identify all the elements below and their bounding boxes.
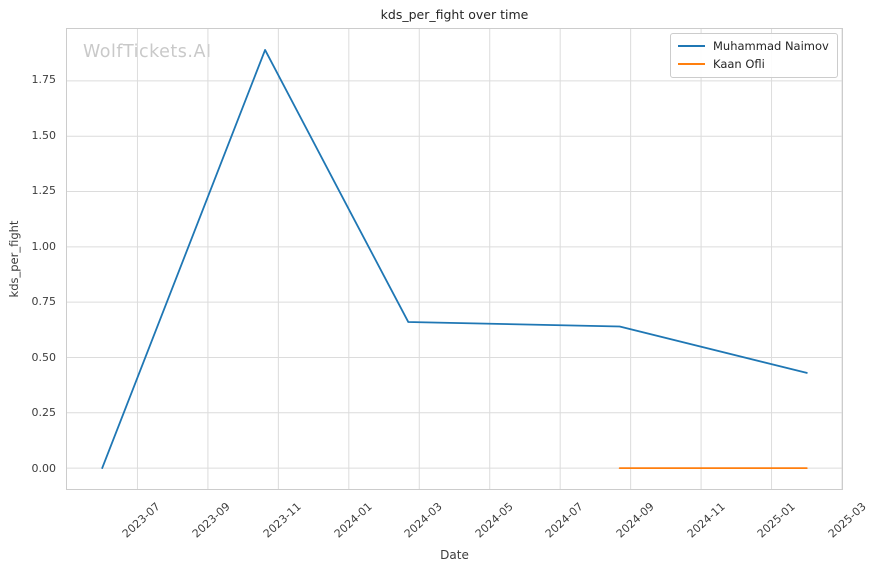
legend: Muhammad Naimov Kaan Ofli [670, 33, 838, 78]
x-tick-label: 2023-07 [119, 500, 163, 541]
x-tick-label: 2024-01 [331, 500, 375, 541]
y-tick-label: 1.50 [31, 128, 57, 142]
plot-canvas [67, 29, 842, 489]
x-tick-label: 2025-03 [825, 500, 869, 541]
y-tick-label: 0.00 [31, 462, 57, 475]
x-tick-label: 2023-11 [260, 500, 304, 541]
x-tick-label: 2025-01 [755, 500, 799, 541]
series-line-muhammad-naimov [101, 49, 808, 469]
legend-label: Muhammad Naimov [713, 39, 829, 53]
x-axis-label: Date [440, 548, 469, 562]
x-tick-label: 2023-09 [190, 500, 233, 541]
y-axis-label: kds_per_fight [7, 220, 21, 298]
x-tick-label: 2024-03 [402, 500, 445, 541]
legend-line-swatch [678, 45, 705, 47]
y-tick-label: 0.25 [31, 406, 57, 420]
x-tick-label: 2024-07 [543, 500, 587, 541]
watermark: WolfTickets.AI [83, 42, 212, 62]
legend-line-swatch [678, 63, 705, 65]
x-tick-label: 2024-11 [684, 500, 728, 541]
y-tick-label: 0.50 [31, 350, 57, 364]
legend-item: Muhammad Naimov [678, 37, 830, 55]
y-tick-label: 1.25 [31, 184, 57, 198]
plot-area: WolfTickets.AI Muhammad Naimov Kaan Ofli [66, 28, 843, 490]
x-tick-label: 2024-09 [613, 500, 657, 541]
x-tick-label: 2024-05 [472, 500, 516, 541]
legend-item: Kaan Ofli [678, 55, 830, 73]
y-tick-label: 1.75 [31, 73, 57, 87]
chart-title: kds_per_fight over time [380, 7, 529, 22]
legend-label: Kaan Ofli [713, 57, 765, 71]
